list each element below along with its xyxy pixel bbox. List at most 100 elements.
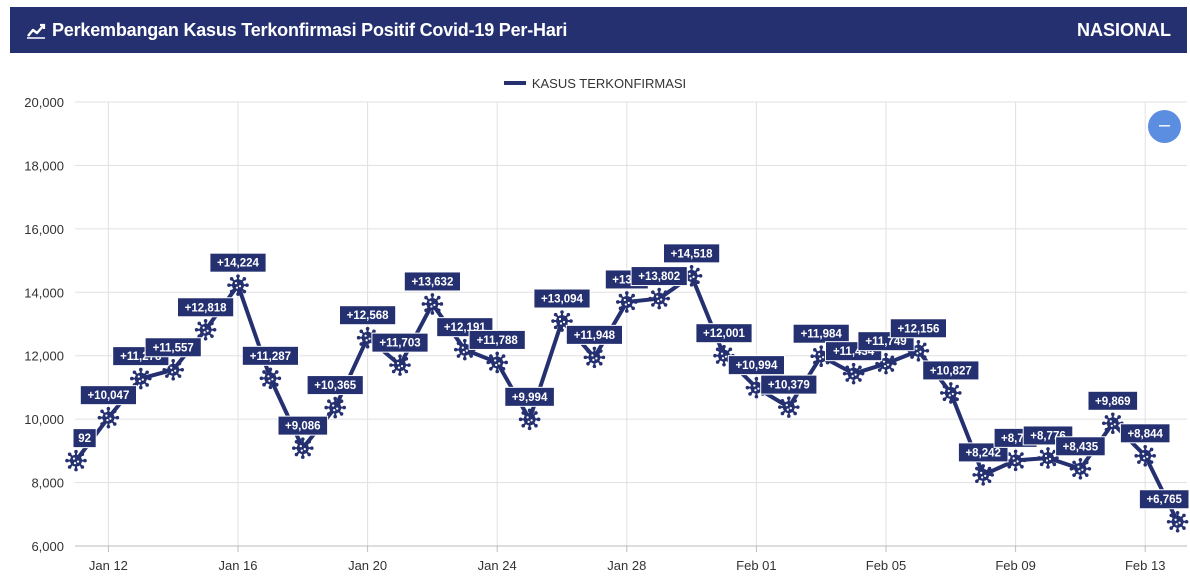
marker-spike-tip [171, 358, 175, 363]
marker-dot [559, 322, 563, 325]
marker-spike-tip [663, 303, 668, 307]
marker-spike-tip [1182, 526, 1186, 530]
marker-dot [333, 408, 336, 412]
marker-spike-tip [245, 283, 249, 287]
data-label: +11,287 [250, 351, 291, 363]
data-point-marker[interactable] [778, 396, 800, 418]
data-point-marker[interactable] [421, 293, 444, 315]
marker-dot [234, 282, 238, 285]
marker-dot [268, 379, 271, 382]
marker-body [556, 315, 568, 328]
marker-spike-tip [1069, 466, 1074, 471]
marker-spike-tip [754, 394, 759, 399]
data-point-marker[interactable] [389, 354, 411, 376]
marker-dot [396, 362, 400, 365]
data-point-marker[interactable] [1102, 412, 1124, 435]
marker-body [1106, 417, 1119, 430]
marker-body [847, 367, 860, 380]
marker-spike-tip [787, 396, 791, 400]
data-point-marker[interactable] [162, 358, 184, 381]
data-point-marker[interactable] [518, 408, 541, 431]
marker-dot [981, 476, 984, 479]
data-point-marker[interactable] [875, 352, 897, 375]
marker-spike-tip [67, 465, 72, 469]
data-point-marker[interactable] [1134, 445, 1156, 467]
data-point-marker[interactable] [1037, 447, 1059, 469]
marker-spike-tip [925, 348, 930, 353]
data-point-marker[interactable] [65, 449, 87, 472]
marker-spike-tip [810, 354, 814, 359]
data-point-marker[interactable] [324, 396, 347, 419]
data-point-marker[interactable] [259, 367, 282, 390]
marker-body [232, 279, 244, 292]
marker-spike-tip [975, 479, 979, 484]
marker-dot [754, 389, 757, 392]
marker-spike-tip [778, 405, 782, 409]
marker-spike-tip [301, 437, 305, 441]
marker-spike-tip [229, 277, 234, 281]
marker-dot [980, 471, 983, 474]
marker-spike-tip [342, 405, 347, 410]
data-point-marker[interactable] [940, 382, 962, 404]
marker-spike-tip [793, 398, 797, 403]
data-point-marker[interactable] [616, 291, 638, 313]
marker-spike-tip [495, 369, 500, 374]
data-point-marker[interactable] [972, 464, 994, 486]
data-label-box [241, 345, 300, 366]
data-label: +11,703 [379, 338, 420, 350]
legend-item-kasus[interactable]: KASUS TERKONFIRMASI [503, 76, 686, 91]
marker-spike-tip [754, 376, 759, 381]
data-point-marker[interactable] [130, 367, 152, 390]
marker-spike-tip [1020, 452, 1024, 456]
marker-spike-tip [1055, 456, 1059, 460]
marker-spike-tip [893, 361, 897, 366]
data-point-marker[interactable] [842, 362, 865, 385]
marker-dot [851, 375, 854, 378]
marker-spike-tip [689, 283, 694, 287]
data-label-box [209, 252, 267, 273]
marker-dot [886, 363, 890, 366]
marker-spike-tip [527, 426, 532, 431]
data-point-marker[interactable] [486, 351, 509, 374]
data-point-marker[interactable] [583, 346, 606, 369]
marker-body [167, 363, 180, 376]
marker-spike-tip [922, 342, 927, 347]
data-point-marker[interactable] [292, 437, 314, 459]
marker-dot [137, 375, 140, 378]
data-label: +10,365 [314, 380, 356, 392]
marker-dot [591, 354, 594, 357]
marker-spike-tip [130, 376, 134, 381]
data-point-marker[interactable] [97, 406, 120, 429]
marker-spike-tip [404, 356, 409, 361]
data-point-marker[interactable] [194, 318, 217, 341]
marker-dot [141, 378, 144, 381]
marker-dot [1012, 457, 1015, 460]
marker-spike-tip [1175, 528, 1180, 533]
marker-spike-tip [1087, 466, 1092, 471]
marker-spike-tip [365, 344, 370, 349]
region-label: NASIONAL [1077, 20, 1171, 40]
marker-dot [332, 404, 335, 407]
marker-spike-tip [162, 367, 166, 372]
data-point-marker[interactable] [1069, 457, 1092, 480]
marker-spike-tip [197, 334, 202, 338]
data-point-marker[interactable] [227, 274, 249, 296]
zoom-out-button[interactable]: – [1148, 110, 1181, 143]
data-point-marker[interactable] [1166, 510, 1189, 533]
marker-dot [657, 299, 660, 303]
marker-spike-tip [942, 384, 947, 389]
marker-spike-tip [83, 458, 87, 463]
marker-spike-tip [651, 290, 655, 295]
marker-dot [235, 286, 239, 289]
y-tick-label: 20,000 [24, 95, 64, 110]
marker-spike-tip [1046, 465, 1050, 469]
data-point-marker[interactable] [648, 287, 670, 310]
data-point-marker[interactable] [356, 326, 379, 349]
x-tick-label: Jan 20 [348, 558, 387, 573]
marker-dot [689, 277, 692, 280]
data-label: +12,568 [347, 310, 389, 322]
data-label: +9,869 [1095, 396, 1131, 408]
marker-spike-tip [177, 361, 182, 366]
data-point-marker[interactable] [551, 310, 573, 332]
marker-spike-tip [780, 411, 785, 416]
